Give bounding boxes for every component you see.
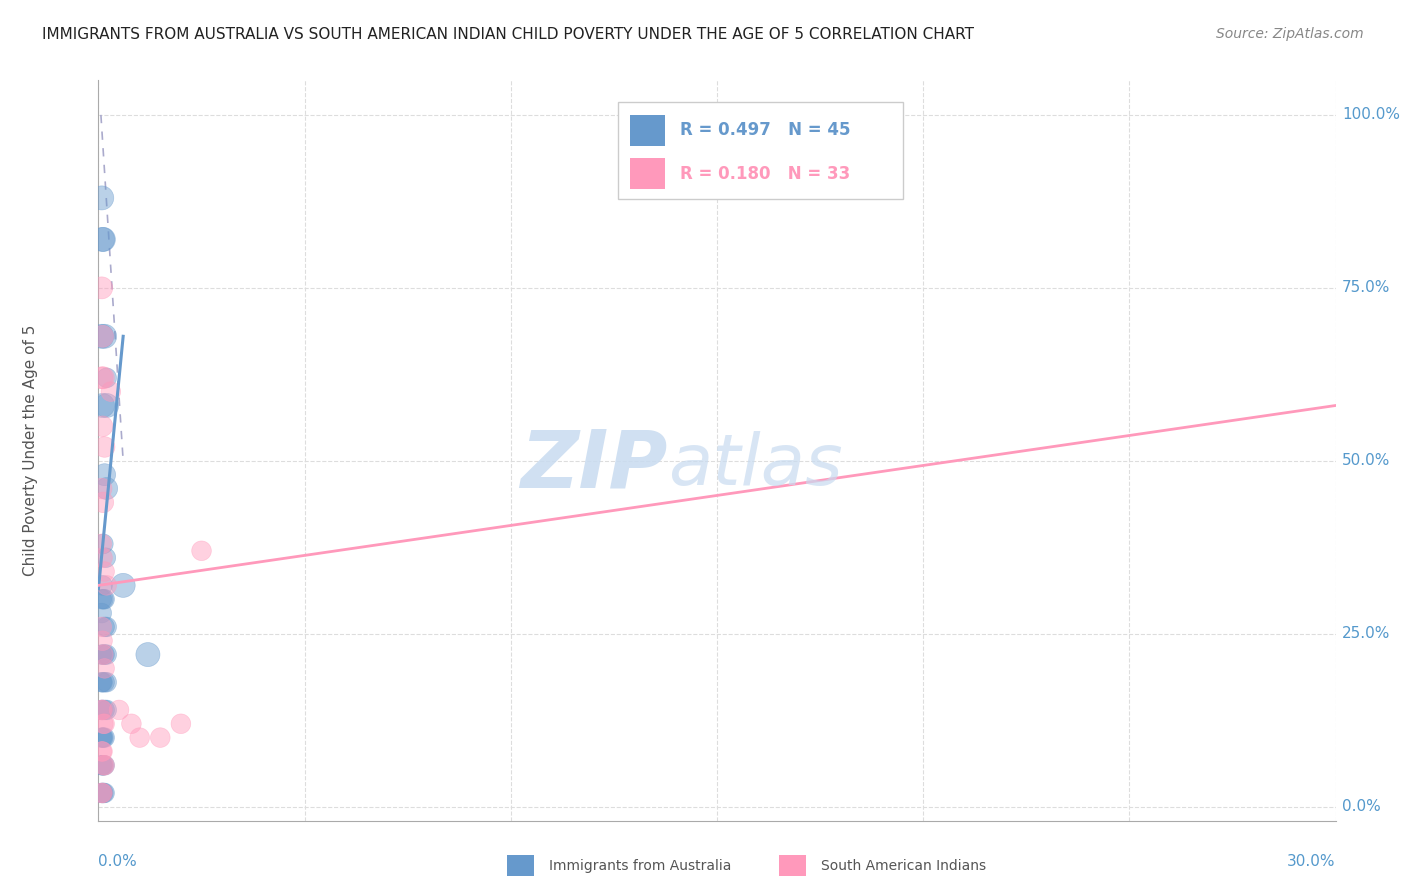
Point: [91, 232, 114, 246]
Text: Immigrants from Australia: Immigrants from Australia: [548, 859, 731, 872]
Point: [93, 440, 115, 454]
Point: [96, 482, 118, 496]
FancyBboxPatch shape: [779, 855, 806, 876]
Text: R = 0.497   N = 45: R = 0.497 N = 45: [681, 121, 851, 139]
Point: [93, 648, 115, 662]
Point: [93, 661, 115, 675]
Point: [93, 592, 115, 607]
Point: [90, 620, 112, 634]
Point: [90, 786, 112, 800]
Point: [93, 648, 115, 662]
Text: Source: ZipAtlas.com: Source: ZipAtlas.com: [1216, 27, 1364, 41]
Point: [93, 731, 115, 745]
Point: [93, 731, 115, 745]
Point: [93, 703, 115, 717]
Point: [91, 578, 114, 592]
Text: 0.0%: 0.0%: [1341, 799, 1381, 814]
Text: IMMIGRANTS FROM AUSTRALIA VS SOUTH AMERICAN INDIAN CHILD POVERTY UNDER THE AGE O: IMMIGRANTS FROM AUSTRALIA VS SOUTH AMERI…: [42, 27, 974, 42]
Point: [96, 399, 118, 413]
Point: [93, 592, 115, 607]
FancyBboxPatch shape: [630, 158, 665, 189]
Point: [93, 716, 115, 731]
Point: [190, 543, 212, 558]
Point: [170, 716, 193, 731]
Point: [90, 786, 112, 800]
Text: 0.0%: 0.0%: [98, 854, 138, 869]
Text: ZIP: ZIP: [520, 426, 668, 504]
Text: 75.0%: 75.0%: [1341, 280, 1391, 295]
Point: [91, 786, 114, 800]
Point: [93, 758, 115, 772]
Text: R = 0.180   N = 33: R = 0.180 N = 33: [681, 164, 851, 183]
Point: [93, 758, 115, 772]
Point: [93, 232, 115, 246]
Point: [91, 550, 114, 565]
Point: [96, 675, 118, 690]
Point: [96, 703, 118, 717]
Point: [96, 620, 118, 634]
Point: [90, 703, 112, 717]
Point: [93, 537, 115, 551]
Point: [90, 731, 112, 745]
Point: [120, 716, 142, 731]
Point: [108, 703, 131, 717]
Point: [91, 758, 114, 772]
Point: [90, 191, 112, 205]
Point: [90, 703, 112, 717]
Point: [90, 371, 112, 385]
Point: [90, 675, 112, 690]
Point: [93, 620, 115, 634]
Point: [93, 758, 115, 772]
Point: [93, 675, 115, 690]
Point: [128, 731, 150, 745]
Point: [93, 467, 115, 482]
Point: [90, 592, 112, 607]
Point: [91, 703, 114, 717]
Point: [93, 716, 115, 731]
Point: [93, 329, 115, 343]
Point: [112, 578, 135, 592]
Point: [93, 648, 115, 662]
Text: atlas: atlas: [668, 431, 842, 500]
Text: 100.0%: 100.0%: [1341, 107, 1400, 122]
Point: [91, 744, 114, 758]
Point: [91, 786, 114, 800]
Text: 25.0%: 25.0%: [1341, 626, 1391, 641]
Point: [96, 648, 118, 662]
Point: [90, 606, 112, 620]
Point: [90, 744, 112, 758]
Point: [96, 578, 118, 592]
Text: 30.0%: 30.0%: [1288, 854, 1336, 869]
FancyBboxPatch shape: [506, 855, 534, 876]
Point: [90, 482, 112, 496]
Point: [94, 550, 117, 565]
Point: [91, 675, 114, 690]
Point: [90, 758, 112, 772]
Point: [93, 786, 115, 800]
Point: [91, 329, 114, 343]
Point: [91, 731, 114, 745]
FancyBboxPatch shape: [619, 103, 903, 199]
Point: [91, 399, 114, 413]
Point: [93, 371, 115, 385]
Point: [90, 648, 112, 662]
Text: Child Poverty Under the Age of 5: Child Poverty Under the Age of 5: [22, 325, 38, 576]
Point: [90, 537, 112, 551]
Point: [149, 731, 172, 745]
Text: 50.0%: 50.0%: [1341, 453, 1391, 468]
Point: [93, 758, 115, 772]
Point: [93, 565, 115, 579]
Point: [91, 419, 114, 434]
Point: [91, 633, 114, 648]
Point: [90, 281, 112, 295]
Point: [136, 648, 159, 662]
Text: South American Indians: South American Indians: [821, 859, 986, 872]
Point: [96, 371, 118, 385]
Point: [100, 384, 122, 399]
FancyBboxPatch shape: [630, 115, 665, 145]
Point: [93, 495, 115, 509]
Point: [90, 329, 112, 343]
Point: [91, 703, 114, 717]
Point: [93, 786, 115, 800]
